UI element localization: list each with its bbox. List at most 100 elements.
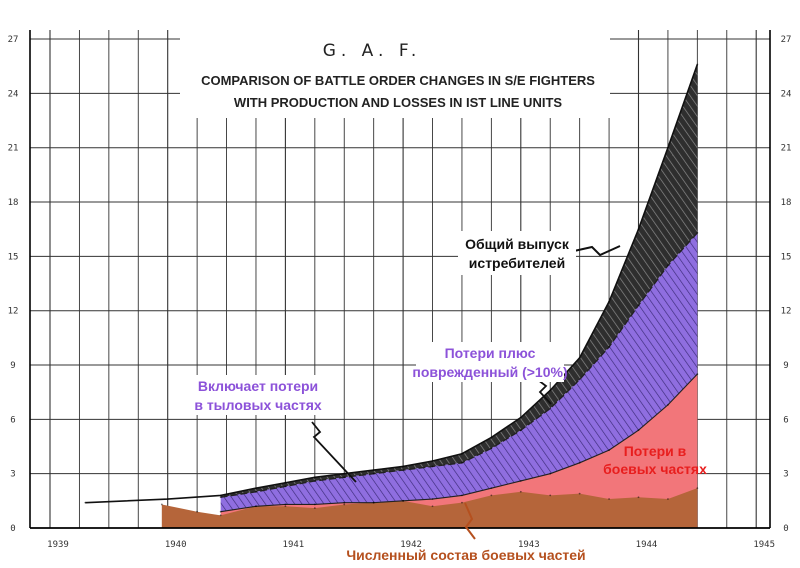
annotation-background-damaged	[416, 342, 564, 382]
data-point-series-0	[343, 503, 346, 506]
data-point-series-2	[519, 429, 522, 432]
y-tick-label-right: 21	[781, 144, 792, 154]
data-point-series-2	[696, 231, 699, 234]
data-point-series-0	[667, 498, 669, 500]
data-point-series-1	[461, 494, 463, 497]
y-tick-label-right: 18	[781, 198, 792, 208]
data-point-series-0	[637, 496, 640, 499]
data-point-series-3	[696, 63, 699, 66]
data-point-series-2	[255, 490, 257, 493]
annotation-strength: Численный состав боевых частей	[346, 547, 585, 563]
chart-series-areas	[84, 63, 699, 528]
data-point-series-2	[490, 447, 493, 450]
x-tick-label: 1943	[518, 540, 540, 550]
data-point-series-0	[696, 487, 699, 490]
y-tick-label-right: 6	[783, 415, 788, 425]
y-tick-label-right: 3	[783, 470, 788, 480]
data-point-series-0	[549, 494, 552, 497]
data-point-series-3	[402, 465, 404, 468]
data-point-series-3	[667, 146, 669, 149]
data-point-series-2	[578, 378, 581, 381]
x-tick-label: 1940	[165, 540, 187, 550]
annotation-rear-line-2: в тыловых частях	[194, 397, 322, 413]
data-point-series-0	[578, 492, 581, 495]
data-point-series-0	[284, 505, 287, 508]
data-point-series-2	[637, 304, 640, 307]
x-tick-label: 1945	[753, 540, 775, 550]
data-point-series-1	[519, 480, 522, 482]
x-tick-label: 1944	[636, 540, 658, 550]
data-point-series-2	[284, 485, 287, 488]
annotation-damaged-line-1: Потери плюс	[445, 345, 536, 361]
data-point-series-1	[667, 403, 669, 406]
data-point-series-1	[549, 472, 552, 475]
data-point-series-0	[490, 494, 493, 497]
data-point-series-3	[343, 472, 346, 475]
area-strength	[161, 488, 698, 528]
x-tick-label: 1942	[400, 540, 422, 550]
pointer-production	[573, 245, 621, 257]
data-point-series-1	[402, 499, 404, 502]
data-point-series-0	[160, 503, 163, 506]
data-point-series-1	[255, 505, 257, 508]
x-tick-label: 1941	[283, 540, 305, 550]
data-point-series-0	[461, 501, 463, 504]
data-point-series-3	[608, 300, 610, 303]
data-point-series-3	[578, 356, 581, 359]
data-point-series-2	[461, 461, 463, 464]
chart-title: G. A. F.	[323, 41, 422, 61]
data-point-series-1	[696, 373, 699, 375]
data-point-series-2	[372, 472, 375, 475]
data-point-series-3	[549, 389, 552, 392]
y-tick-label-left: 12	[8, 307, 19, 317]
data-point-series-3	[84, 501, 87, 504]
y-tick-label-right: 27	[781, 35, 792, 45]
y-tick-label-right: 12	[781, 307, 792, 317]
data-point-series-3	[219, 494, 222, 497]
y-tick-label-left: 6	[10, 415, 15, 425]
y-tick-label-left: 3	[10, 470, 15, 480]
chart-annotations: Общий выпуск истребителей Потери плюс по…	[182, 231, 707, 563]
y-tick-label-left: 15	[8, 252, 19, 262]
y-tick-label-right: 9	[783, 361, 788, 371]
data-point-series-0	[431, 505, 434, 508]
data-point-series-3	[372, 469, 375, 471]
pointer-damaged	[537, 379, 552, 405]
data-point-series-1	[284, 503, 287, 506]
data-point-series-3	[637, 228, 640, 231]
y-tick-label-right: 15	[781, 252, 792, 262]
y-tick-label-left: 21	[8, 144, 19, 154]
annotation-rear-line-1: Включает потери	[198, 378, 318, 394]
pointer-rear	[311, 421, 357, 483]
annotation-damaged-line-2: поврежденный (>10%)	[412, 364, 567, 380]
data-point-series-0	[219, 514, 222, 517]
data-point-series-2	[431, 465, 434, 468]
data-point-series-3	[431, 460, 434, 462]
title-background	[180, 30, 610, 118]
data-point-series-1	[431, 498, 434, 500]
data-point-series-1	[372, 501, 375, 504]
y-tick-label-left: 24	[8, 89, 19, 99]
data-point-series-0	[196, 510, 199, 513]
pointer-strength	[464, 502, 476, 540]
y-tick-label-right: 24	[781, 89, 792, 99]
y-tick-label-left: 0	[10, 524, 15, 534]
data-point-series-3	[284, 481, 287, 484]
data-point-series-1	[637, 429, 640, 432]
data-point-series-2	[343, 476, 346, 479]
data-point-series-1	[578, 461, 581, 464]
area-losses-plus-damaged	[220, 232, 698, 512]
data-point-series-2	[219, 496, 222, 499]
chart-subtitle-line-2: WITH PRODUCTION AND LOSSES IN IST LINE U…	[234, 95, 562, 110]
data-point-series-3	[461, 452, 463, 455]
data-point-series-3	[166, 498, 169, 500]
area-combat-losses	[220, 374, 698, 528]
data-point-series-2	[549, 407, 552, 410]
data-point-series-1	[490, 487, 493, 490]
annotation-background-production	[458, 231, 576, 275]
data-point-series-3	[519, 416, 522, 419]
y-tick-label-left: 27	[8, 35, 19, 45]
data-point-series-2	[402, 469, 404, 471]
data-point-series-0	[519, 490, 522, 493]
